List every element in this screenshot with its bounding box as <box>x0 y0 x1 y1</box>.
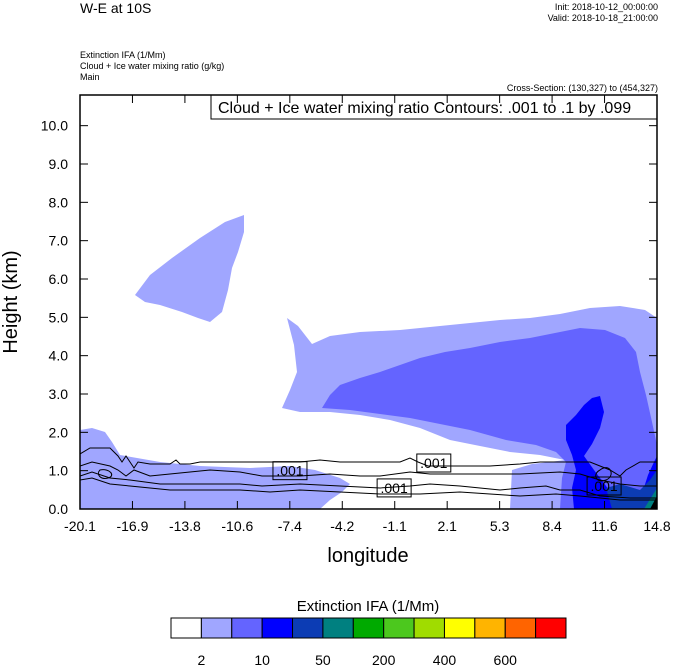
fill-region-darkest <box>650 496 657 509</box>
colorbar-swatch <box>261 617 294 639</box>
contour-labels: .001 .001 .001 .001 <box>272 453 622 498</box>
y-tick-label: 7.0 <box>49 233 69 249</box>
cross-section-label: Cross-Section: (130,327) to (454,327) <box>506 83 658 93</box>
x-tick-label: 11.6 <box>591 518 617 534</box>
colorbar-swatch <box>504 617 537 639</box>
field-label-main: Main <box>80 72 100 82</box>
x-axis-title: longitude <box>327 545 408 567</box>
contour-loop-left <box>97 469 113 479</box>
colorbar-swatch <box>413 617 445 639</box>
contour-label-box <box>376 478 412 498</box>
colorbar-swatch <box>443 617 476 639</box>
x-tick-label: 5.3 <box>490 518 510 534</box>
y-tick-label: 2.0 <box>49 424 69 440</box>
contour-loop-right <box>595 467 612 482</box>
contour-line-lower <box>80 471 657 499</box>
contour-line-middle <box>80 461 657 487</box>
contour-label: .001 <box>276 463 303 479</box>
y-tick-label: 4.0 <box>49 348 69 364</box>
y-tick-label: 5.0 <box>49 309 69 325</box>
y-tick-label: 0.0 <box>49 501 69 517</box>
colorbar-swatch <box>170 617 202 639</box>
init-time: Init: 2018-10-12_00:00:00 <box>554 2 658 12</box>
contour-label: .001 <box>590 478 617 494</box>
filled-contours <box>80 215 657 509</box>
colorbar-title: Extinction IFA (1/Mm) <box>297 598 440 615</box>
colorbar-tick-label: 50 <box>315 652 331 667</box>
contour-label-box <box>586 476 622 496</box>
contour-label: .001 <box>420 455 447 471</box>
field-label-mixing-ratio: Cloud + Ice water mixing ratio (g/kg) <box>80 61 225 71</box>
colorbar-swatch <box>231 617 263 639</box>
fill-region-light-upper-blob <box>135 215 244 322</box>
colorbar-tick-labels: 2 10 50 200 400 600 <box>197 652 517 667</box>
fill-region-medium <box>322 328 657 509</box>
contour-label-box <box>416 453 452 473</box>
fill-region-light-bottom <box>80 428 350 509</box>
colorbar-tick-label: 400 <box>433 652 457 667</box>
colorbar-swatch <box>535 617 567 639</box>
x-tick-label: -10.6 <box>221 518 253 534</box>
x-tick-label: -4.2 <box>330 518 354 534</box>
field-label-extinction: Extinction IFA (1/Mm) <box>80 50 166 60</box>
contour-info-box <box>210 94 658 120</box>
x-axis: -20.1 -16.9 -13.8 -10.6 -7.4 -4.2 -1.1 2.1 5.3 8.… <box>64 95 671 534</box>
colorbar-tick-label: 200 <box>372 652 396 667</box>
colorbar-swatch <box>474 617 506 639</box>
x-tick-label: 2.1 <box>437 518 457 534</box>
x-tick-label: -16.9 <box>116 518 148 534</box>
y-tick-label: 1.0 <box>49 463 69 479</box>
fill-region-dark <box>566 396 657 509</box>
x-tick-label: 14.8 <box>643 518 670 534</box>
colorbar-swatch <box>200 617 233 639</box>
valid-time: Valid: 2018-10-18_21:00:00 <box>547 13 658 23</box>
plot-frame <box>79 94 658 510</box>
fill-region-navy <box>606 470 657 509</box>
colorbar-swatch <box>352 617 385 639</box>
colorbar-swatch <box>383 617 415 639</box>
x-tick-label: -20.1 <box>64 518 96 534</box>
y-tick-label: 8.0 <box>49 194 69 210</box>
y-tick-label: 3.0 <box>49 386 69 402</box>
y-tick-label: 6.0 <box>49 271 69 287</box>
colorbar-swatch <box>322 617 354 639</box>
plot-title: W-E at 10S <box>80 0 152 16</box>
contour-label: .001 <box>381 480 408 496</box>
x-tick-label: -1.1 <box>383 518 407 534</box>
y-axis: 0.0 1.0 2.0 3.0 4.0 5.0 6.0 7.0 8.0 9.0 10.0 <box>41 118 657 517</box>
contour-label-box <box>272 461 308 481</box>
colorbar-tick-label: 600 <box>494 652 518 667</box>
contour-lines <box>80 447 657 501</box>
colorbar-tick-label: 2 <box>197 652 205 667</box>
contour-line-upper <box>80 447 657 477</box>
colorbar <box>170 617 567 639</box>
x-tick-label: 8.4 <box>542 518 562 534</box>
colorbar-swatch <box>292 617 324 639</box>
contour-line-bottom <box>80 477 657 501</box>
y-tick-label: 10.0 <box>41 118 68 134</box>
y-tick-label: 9.0 <box>49 156 69 172</box>
x-tick-label: -13.8 <box>169 518 201 534</box>
x-tick-label: -7.4 <box>278 518 302 534</box>
colorbar-tick-label: 10 <box>254 652 270 667</box>
contour-info-text: Cloud + Ice water mixing ratio Contours:… <box>218 100 631 117</box>
y-axis-title: Height (km) <box>0 250 22 353</box>
